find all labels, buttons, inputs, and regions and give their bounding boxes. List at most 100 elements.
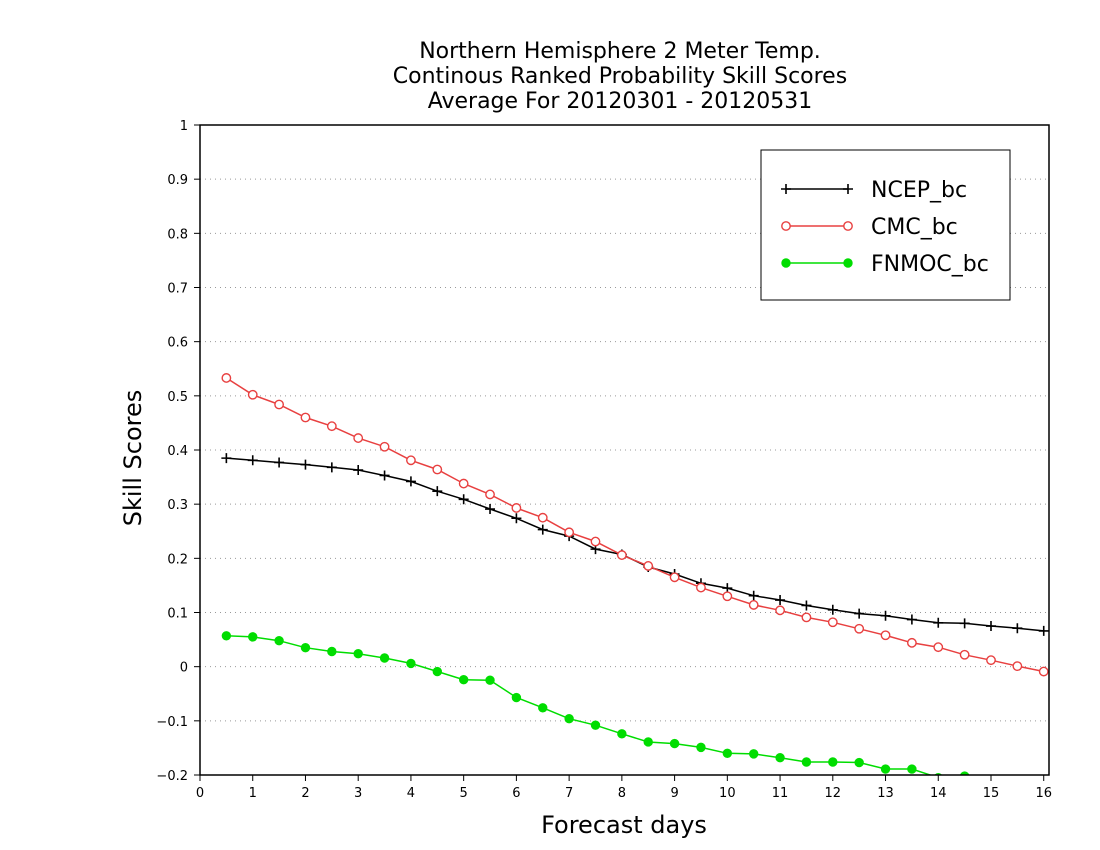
data-point-fnmoc-bc [432, 666, 442, 677]
y-tick-label: 0.7 [167, 282, 188, 297]
y-tick-label: −0.2 [156, 769, 188, 784]
y-tick-label: 0 [180, 661, 188, 676]
data-point-ncep-bc [748, 590, 759, 601]
x-tick-label: 11 [772, 786, 789, 801]
data-point-ncep-bc [353, 465, 364, 476]
axis-titles: Forecast days Skill Scores [119, 390, 707, 839]
x-tick-label: 13 [877, 786, 894, 801]
data-point-fnmoc-bc [617, 729, 627, 739]
data-point-cmc-bc [590, 536, 601, 547]
data-point-fnmoc-bc [828, 757, 838, 767]
data-point-ncep-bc [775, 595, 786, 606]
data-point-fnmoc-bc [458, 674, 469, 685]
series-area [221, 373, 1049, 787]
data-point-fnmoc-bc [353, 648, 363, 659]
x-tick-label: 12 [825, 786, 842, 801]
data-point-ncep-bc [1012, 623, 1023, 634]
x-tick-label: 7 [565, 786, 573, 801]
legend-marker [781, 221, 791, 231]
x-tick-label: 9 [670, 786, 678, 801]
x-tick-label: 3 [354, 786, 362, 801]
data-point-fnmoc-bc [748, 749, 759, 759]
data-point-ncep-bc [906, 614, 917, 625]
data-point-fnmoc-bc [775, 752, 785, 763]
data-point-ncep-bc [933, 617, 944, 628]
y-tick-label: 0.1 [167, 607, 188, 622]
data-point-fnmoc-bc [880, 764, 891, 774]
y-tick-label: −0.1 [156, 715, 188, 730]
x-tick-label: 8 [618, 786, 626, 801]
data-point-cmc-bc [406, 455, 416, 466]
legend-label: FNMOC_bc [871, 252, 989, 277]
data-point-cmc-bc [986, 655, 996, 666]
y-tick-label: 0.6 [167, 336, 188, 351]
y-tick-label: 0.9 [167, 173, 188, 188]
y-axis-label: Skill Scores [119, 390, 147, 527]
data-point-cmc-bc [722, 591, 733, 602]
data-point-cmc-bc [669, 572, 680, 583]
data-point-fnmoc-bc [907, 764, 917, 774]
x-tick-label: 4 [407, 786, 415, 801]
data-point-cmc-bc [906, 637, 917, 648]
chart-title-line: Continous Ranked Probability Skill Score… [393, 64, 847, 89]
data-point-ncep-bc [537, 524, 548, 535]
data-point-ncep-bc [854, 608, 865, 619]
data-point-fnmoc-bc [327, 646, 337, 657]
series-fnmoc-bc [221, 631, 1021, 787]
data-point-cmc-bc [432, 464, 443, 475]
y-tick-label: 1 [180, 119, 188, 134]
plot-frame [199, 124, 1050, 776]
data-point-ncep-bc [511, 513, 522, 524]
data-point-fnmoc-bc [1013, 779, 1021, 787]
data-point-fnmoc-bc [274, 635, 284, 646]
data-point-ncep-bc [326, 462, 337, 473]
data-point-fnmoc-bc [538, 703, 548, 713]
data-point-cmc-bc [696, 582, 706, 593]
data-point-cmc-bc [485, 489, 495, 500]
data-point-cmc-bc [827, 617, 838, 628]
data-point-fnmoc-bc [854, 757, 864, 768]
data-point-fnmoc-bc [248, 632, 258, 642]
y-tick-label: 0.3 [167, 498, 188, 513]
legend-label: CMC_bc [871, 215, 958, 240]
series-line-ncep-bc [226, 457, 1044, 632]
legend-marker [843, 184, 853, 194]
chart-title: Northern Hemisphere 2 Meter Temp.Contino… [393, 39, 847, 114]
chart-title-line: Northern Hemisphere 2 Meter Temp. [419, 39, 821, 64]
x-tick-label: 6 [512, 786, 520, 801]
data-point-cmc-bc [748, 600, 759, 610]
data-point-fnmoc-bc [960, 771, 970, 775]
data-point-fnmoc-bc [696, 742, 706, 753]
data-point-cmc-bc [353, 433, 364, 443]
data-point-fnmoc-bc [564, 713, 574, 724]
legend-marker [781, 184, 791, 194]
series-line-cmc-bc [225, 377, 1044, 673]
data-point-cmc-bc [379, 441, 390, 452]
data-point-cmc-bc [854, 623, 865, 634]
data-point-cmc-bc [564, 527, 575, 538]
data-point-ncep-bc [827, 604, 838, 615]
data-point-cmc-bc [1012, 661, 1023, 672]
data-point-ncep-bc [379, 470, 390, 481]
x-axis-label: Forecast days [541, 811, 707, 839]
data-point-ncep-bc [300, 459, 311, 470]
data-point-cmc-bc [458, 478, 469, 489]
data-point-ncep-bc [458, 494, 469, 505]
legend-item-ncep-bc: NCEP_bc [781, 178, 967, 203]
data-point-fnmoc-bc [379, 653, 390, 663]
data-point-ncep-bc [485, 504, 496, 515]
x-tick-label: 5 [460, 786, 468, 801]
legend-marker [781, 258, 791, 268]
data-point-fnmoc-bc [300, 643, 311, 653]
data-point-cmc-bc [616, 550, 627, 560]
y-tick-label: 0.2 [167, 552, 188, 567]
x-tick-label: 1 [249, 786, 257, 801]
data-point-fnmoc-bc [485, 675, 495, 685]
data-point-cmc-bc [775, 605, 785, 616]
data-point-fnmoc-bc [669, 738, 680, 749]
data-point-ncep-bc [985, 621, 996, 632]
chart-title-line: Average For 20120301 - 20120531 [428, 89, 813, 114]
legend-item-cmc-bc: CMC_bc [781, 215, 958, 240]
data-point-ncep-bc [247, 455, 258, 466]
data-point-ncep-bc [801, 600, 812, 611]
